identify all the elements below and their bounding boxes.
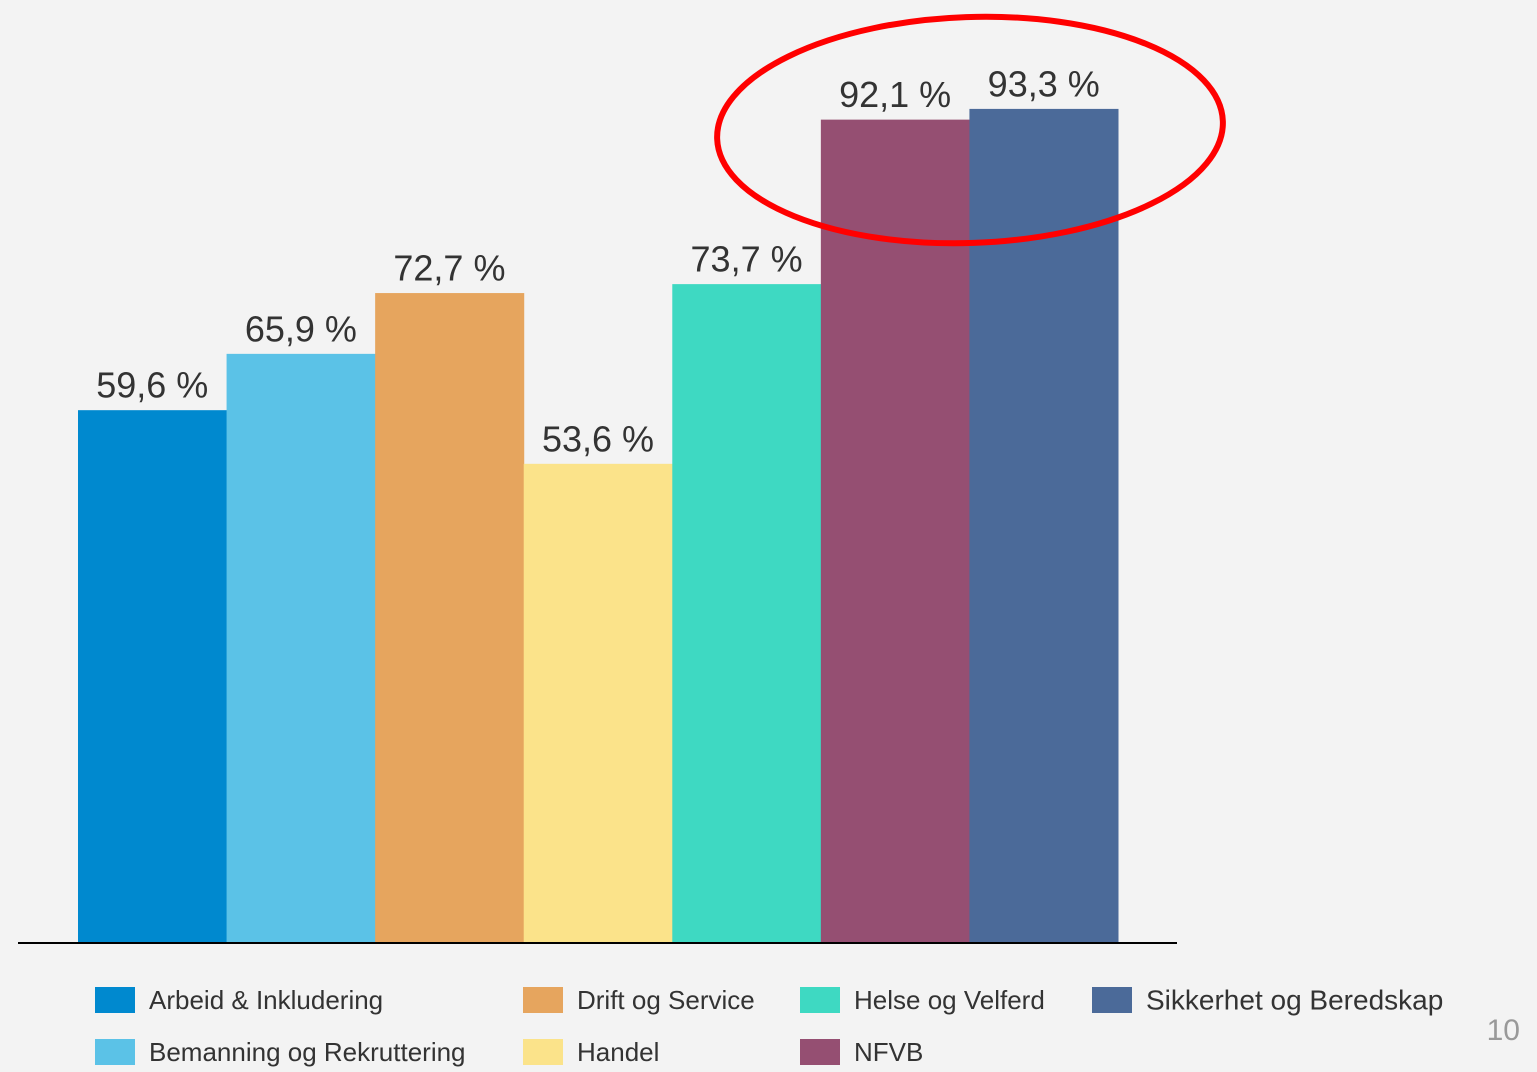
- data-label: 59,6 %: [96, 365, 208, 406]
- legend-label: Handel: [577, 1037, 659, 1067]
- legend-label: Helse og Velferd: [854, 985, 1045, 1015]
- legend-label: Sikkerhet og Beredskap: [1146, 984, 1443, 1015]
- bar: [78, 410, 228, 943]
- page-number: 10: [1487, 1014, 1520, 1047]
- data-label: 92,1 %: [839, 74, 951, 115]
- legend-swatch: [1092, 987, 1132, 1013]
- legend-swatch: [523, 1039, 563, 1065]
- bar: [226, 353, 376, 943]
- data-label: 72,7 %: [393, 248, 505, 289]
- legend-label: Arbeid & Inkludering: [149, 985, 383, 1015]
- legend-swatch: [800, 987, 840, 1013]
- bar: [820, 119, 970, 944]
- legend-swatch: [800, 1039, 840, 1065]
- bar: [969, 108, 1119, 943]
- data-label: 93,3 %: [988, 63, 1100, 104]
- bar: [523, 463, 673, 943]
- bar: [672, 284, 822, 943]
- data-label: 53,6 %: [542, 418, 654, 459]
- legend-label: Bemanning og Rekruttering: [149, 1037, 466, 1067]
- legend-label: Drift og Service: [577, 985, 755, 1015]
- legend-label: NFVB: [854, 1037, 923, 1067]
- bar: [375, 293, 525, 943]
- data-label: 65,9 %: [245, 308, 357, 349]
- highlight-ellipse: [714, 13, 1226, 247]
- legend-swatch: [95, 1039, 135, 1065]
- legend-swatch: [523, 987, 563, 1013]
- legend-swatch: [95, 987, 135, 1013]
- data-label: 73,7 %: [691, 239, 803, 280]
